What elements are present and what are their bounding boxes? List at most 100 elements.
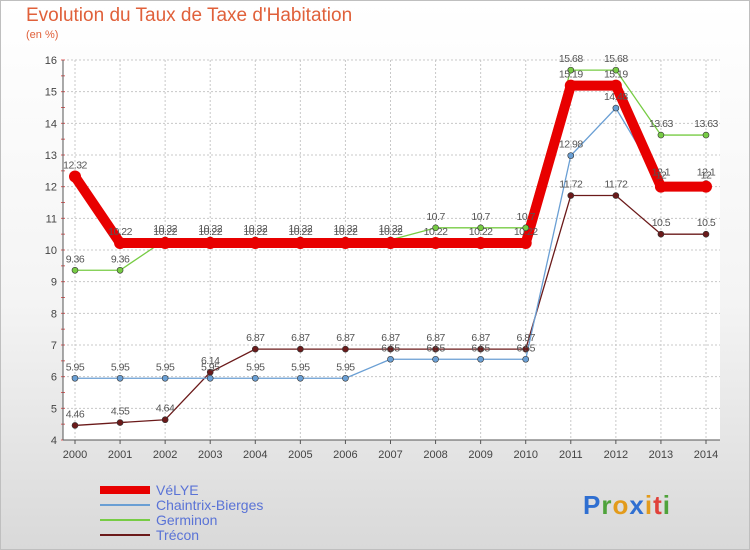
proxiti-logo: Proxiti — [583, 490, 671, 521]
x-tick-label: 2004 — [243, 449, 267, 461]
legend-swatch — [100, 534, 150, 536]
data-point — [519, 237, 532, 250]
data-label: 12 — [656, 170, 667, 182]
data-point — [116, 374, 124, 382]
y-tick-label: 11 — [46, 213, 57, 225]
legend-swatch — [100, 486, 150, 494]
data-point — [204, 237, 217, 250]
data-label: 15.19 — [559, 69, 583, 81]
data-label: 10.22 — [243, 226, 267, 238]
legend-label: Trécon — [156, 527, 200, 543]
legend-item: VéLYE — [98, 482, 338, 498]
data-label: 15.19 — [604, 69, 628, 81]
data-point — [251, 374, 259, 382]
data-label: 10.22 — [514, 226, 538, 238]
logo-letter: r — [601, 490, 613, 520]
data-point — [249, 237, 262, 250]
data-label: 6.87 — [381, 332, 400, 344]
legend-item: Germinon — [98, 512, 338, 528]
data-label: 12.1 — [697, 167, 716, 179]
data-label: 10.22 — [334, 226, 358, 238]
data-point — [657, 230, 665, 238]
y-tick-label: 14 — [45, 118, 57, 130]
y-tick-label: 16 — [45, 55, 57, 67]
data-point — [702, 131, 710, 139]
data-point — [477, 224, 484, 232]
y-tick-label: 6 — [51, 372, 57, 384]
data-label: 10.22 — [288, 226, 312, 238]
data-point — [297, 345, 304, 353]
y-tick-label: 7 — [51, 340, 57, 352]
line-chart: 4 5 6 7 8 9 10 11 12 13 14 15 16 2000 2001 2002 2003 2004… — [45, 53, 720, 461]
chart-title: Evolution du Taux de Taxe d'Habitation — [26, 5, 353, 26]
y-tick-label: 15 — [45, 87, 57, 99]
logo-letter: o — [612, 490, 630, 520]
data-point — [657, 131, 665, 139]
x-tick-label: 2011 — [559, 449, 583, 461]
data-label: 11.72 — [604, 179, 628, 191]
data-point — [522, 224, 530, 232]
data-label: 6.14 — [201, 355, 220, 367]
data-point — [116, 419, 124, 426]
data-label: 10.7 — [516, 211, 535, 223]
x-tick-label: 2003 — [198, 449, 222, 461]
data-label: 9.36 — [66, 253, 85, 265]
data-label: 12 — [701, 170, 712, 182]
x-tick-label: 2013 — [649, 449, 673, 461]
data-point — [71, 266, 79, 274]
data-point — [71, 422, 79, 429]
data-point — [161, 374, 169, 382]
logo-letter: x — [629, 490, 645, 520]
legend-item: Trécon — [98, 527, 338, 543]
data-point — [342, 345, 349, 353]
data-point — [522, 355, 530, 363]
data-label: 10.5 — [652, 217, 671, 229]
logo-letter: P — [583, 490, 602, 520]
data-label: 4.64 — [156, 403, 175, 415]
data-point — [432, 345, 439, 353]
x-tick-label: 2012 — [604, 449, 628, 461]
y-tick-label: 13 — [45, 150, 57, 162]
data-point — [432, 224, 439, 232]
data-point — [564, 79, 577, 92]
data-label: 15.68 — [559, 53, 583, 65]
legend-label: Chaintrix-Bierges — [156, 497, 264, 513]
data-point — [474, 237, 487, 250]
data-point — [612, 66, 620, 74]
data-label: 6.87 — [246, 332, 265, 344]
data-label: 15.68 — [604, 53, 628, 65]
data-label: 5.95 — [291, 361, 310, 373]
data-point — [69, 170, 81, 183]
x-tick-label: 2014 — [694, 449, 718, 461]
data-label: 10.5 — [697, 217, 716, 229]
logo-letter: i — [644, 490, 654, 520]
data-point — [567, 192, 575, 199]
data-label: 10.22 — [108, 226, 132, 238]
x-tick-label: 2009 — [468, 449, 492, 461]
data-point — [612, 104, 620, 112]
legend-swatch — [100, 504, 150, 506]
data-label: 14.48 — [604, 91, 628, 103]
data-point — [387, 355, 394, 363]
x-tick-label: 2008 — [423, 449, 447, 461]
logo-letter: i — [662, 490, 671, 520]
data-label: 10.7 — [426, 211, 445, 223]
x-tick-label: 2000 — [63, 449, 87, 461]
data-label: 5.95 — [156, 361, 175, 373]
data-point — [206, 374, 214, 382]
data-label: 6.87 — [426, 332, 445, 344]
data-label: 13.63 — [694, 118, 718, 130]
x-tick-label: 2007 — [378, 449, 402, 461]
data-label: 6.87 — [291, 332, 310, 344]
legend-item: Chaintrix-Bierges — [98, 497, 338, 513]
data-label: 10.32 — [334, 223, 358, 235]
data-label: 6.55 — [516, 342, 535, 354]
y-tick-label: 12 — [45, 182, 57, 194]
data-label: 6.87 — [516, 332, 535, 344]
data-point — [477, 345, 484, 353]
data-label: 10.22 — [153, 226, 177, 238]
data-label: 5.95 — [66, 361, 85, 373]
data-label: 4.46 — [66, 408, 85, 420]
data-label: 10.22 — [198, 226, 222, 238]
y-tick-label: 10 — [45, 245, 57, 257]
